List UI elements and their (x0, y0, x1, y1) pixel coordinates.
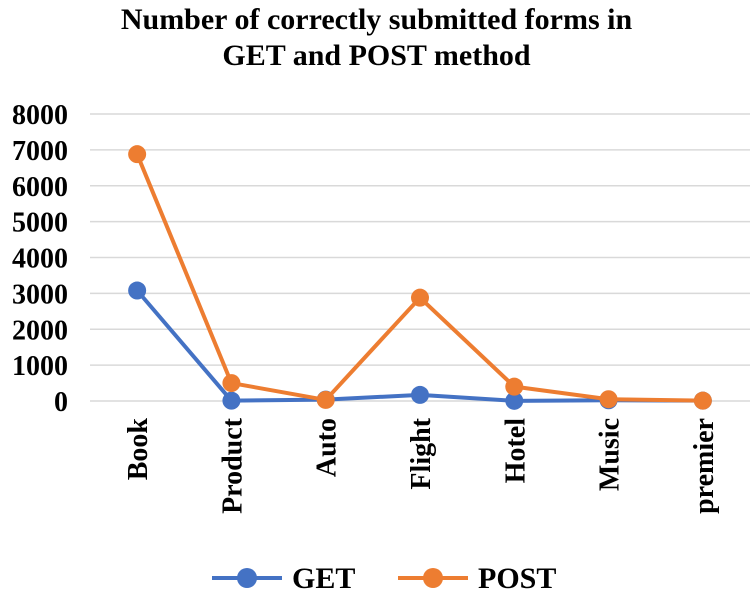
y-tick-label: 8000 (12, 100, 68, 131)
y-tick-label: 4000 (12, 244, 68, 275)
legend-label: GET (292, 562, 355, 595)
legend-item-post: POST (398, 562, 556, 595)
chart-title: Number of correctly submitted forms in G… (0, 2, 753, 74)
x-category-label: premier (689, 418, 720, 514)
y-tick-label: 1000 (12, 351, 68, 382)
data-point-post (693, 391, 712, 410)
y-tick-label: 6000 (12, 172, 68, 203)
y-tick-label: 3000 (12, 279, 68, 310)
data-point-get (505, 391, 524, 410)
data-point-post (505, 377, 524, 396)
x-category-label: Auto (312, 418, 343, 477)
y-tick-label: 7000 (12, 136, 68, 167)
y-tick-label: 2000 (12, 315, 68, 346)
data-point-post (316, 390, 335, 409)
legend-item-get: GET (212, 562, 355, 595)
x-category-label: Book (123, 418, 154, 481)
y-axis-ticks: 0 1000 2000 3000 4000 5000 6000 7000 8000 (12, 100, 68, 418)
gridlines (90, 113, 750, 402)
chart-title-line-1: Number of correctly submitted forms in (120, 3, 633, 36)
x-category-label: Music (595, 418, 626, 491)
data-point-post (599, 390, 618, 409)
x-axis-categories: Book Product Auto Flight Hotel Music premier (123, 417, 720, 514)
y-tick-label: 0 (54, 387, 68, 418)
data-point-post (222, 374, 241, 393)
series-line-get (135, 289, 703, 403)
legend-label: POST (478, 562, 556, 595)
series-post (128, 145, 712, 410)
data-point-get (222, 391, 241, 410)
data-point-post (128, 145, 147, 164)
legend-marker (237, 568, 257, 588)
data-point-get (411, 385, 429, 404)
x-category-label: Product (217, 417, 248, 514)
y-tick-label: 5000 (12, 208, 68, 239)
x-category-label: Hotel (500, 418, 531, 484)
data-point-get (128, 281, 147, 300)
x-category-label: Flight (406, 417, 437, 489)
legend: GET POST (212, 562, 556, 595)
legend-marker (423, 568, 443, 588)
series-lines (128, 145, 712, 410)
chart-title-line-2: GET and POST method (222, 39, 531, 72)
series-line-post (135, 153, 703, 403)
data-point-post (411, 288, 429, 307)
